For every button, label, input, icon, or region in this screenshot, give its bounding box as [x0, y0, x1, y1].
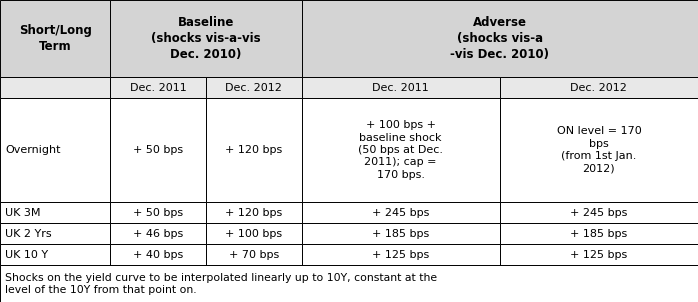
Text: Shocks on the yield curve to be interpolated linearly up to 10Y, constant at the: Shocks on the yield curve to be interpol…	[5, 272, 437, 295]
Text: + 120 bps: + 120 bps	[225, 207, 283, 217]
Bar	[206, 244, 302, 265]
Text: + 100 bps: + 100 bps	[225, 229, 282, 239]
Bar	[110, 98, 206, 202]
Bar	[0, 265, 698, 302]
Bar	[302, 0, 698, 77]
Bar	[500, 202, 698, 223]
Bar	[0, 223, 110, 244]
Bar	[206, 77, 302, 98]
Text: Adverse
(shocks vis-a
-vis Dec. 2010): Adverse (shocks vis-a -vis Dec. 2010)	[450, 16, 549, 61]
Text: ON level = 170
bps
(from 1st Jan.
2012): ON level = 170 bps (from 1st Jan. 2012)	[556, 127, 641, 174]
Bar	[302, 244, 500, 265]
Text: Dec. 2011: Dec. 2011	[372, 82, 429, 92]
Bar	[500, 223, 698, 244]
Text: + 100 bps +
baseline shock
(50 bps at Dec.
2011); cap =
170 bps.: + 100 bps + baseline shock (50 bps at De…	[358, 120, 443, 180]
Bar	[0, 244, 110, 265]
Text: + 46 bps: + 46 bps	[133, 229, 183, 239]
Bar	[302, 223, 500, 244]
Text: Short/Long
Term: Short/Long Term	[19, 24, 91, 53]
Text: Dec. 2012: Dec. 2012	[225, 82, 282, 92]
Text: + 185 bps: + 185 bps	[570, 229, 628, 239]
Bar	[0, 202, 110, 223]
Bar	[500, 77, 698, 98]
Text: UK 10 Y: UK 10 Y	[5, 250, 48, 260]
Bar	[206, 98, 302, 202]
Bar	[500, 244, 698, 265]
Text: UK 3M: UK 3M	[5, 207, 40, 217]
Bar	[110, 202, 206, 223]
Bar	[206, 223, 302, 244]
Bar	[0, 77, 110, 98]
Bar	[302, 77, 500, 98]
Bar	[110, 0, 302, 77]
Bar	[110, 223, 206, 244]
Text: + 185 bps: + 185 bps	[372, 229, 429, 239]
Text: Dec. 2012: Dec. 2012	[570, 82, 628, 92]
Bar	[206, 202, 302, 223]
Text: + 50 bps: + 50 bps	[133, 207, 183, 217]
Text: + 245 bps: + 245 bps	[570, 207, 628, 217]
Text: + 40 bps: + 40 bps	[133, 250, 183, 260]
Bar	[302, 98, 500, 202]
Bar	[0, 98, 110, 202]
Text: + 245 bps: + 245 bps	[372, 207, 429, 217]
Text: UK 2 Yrs: UK 2 Yrs	[5, 229, 52, 239]
Text: + 120 bps: + 120 bps	[225, 145, 283, 155]
Text: Overnight: Overnight	[5, 145, 61, 155]
Bar	[110, 244, 206, 265]
Text: + 125 bps: + 125 bps	[372, 250, 429, 260]
Text: Dec. 2011: Dec. 2011	[130, 82, 186, 92]
Bar	[110, 77, 206, 98]
Text: + 125 bps: + 125 bps	[570, 250, 628, 260]
Text: Baseline
(shocks vis-a-vis
Dec. 2010): Baseline (shocks vis-a-vis Dec. 2010)	[151, 16, 261, 61]
Bar	[302, 202, 500, 223]
Bar	[0, 0, 110, 77]
Text: + 70 bps: + 70 bps	[229, 250, 279, 260]
Text: + 50 bps: + 50 bps	[133, 145, 183, 155]
Bar	[500, 98, 698, 202]
